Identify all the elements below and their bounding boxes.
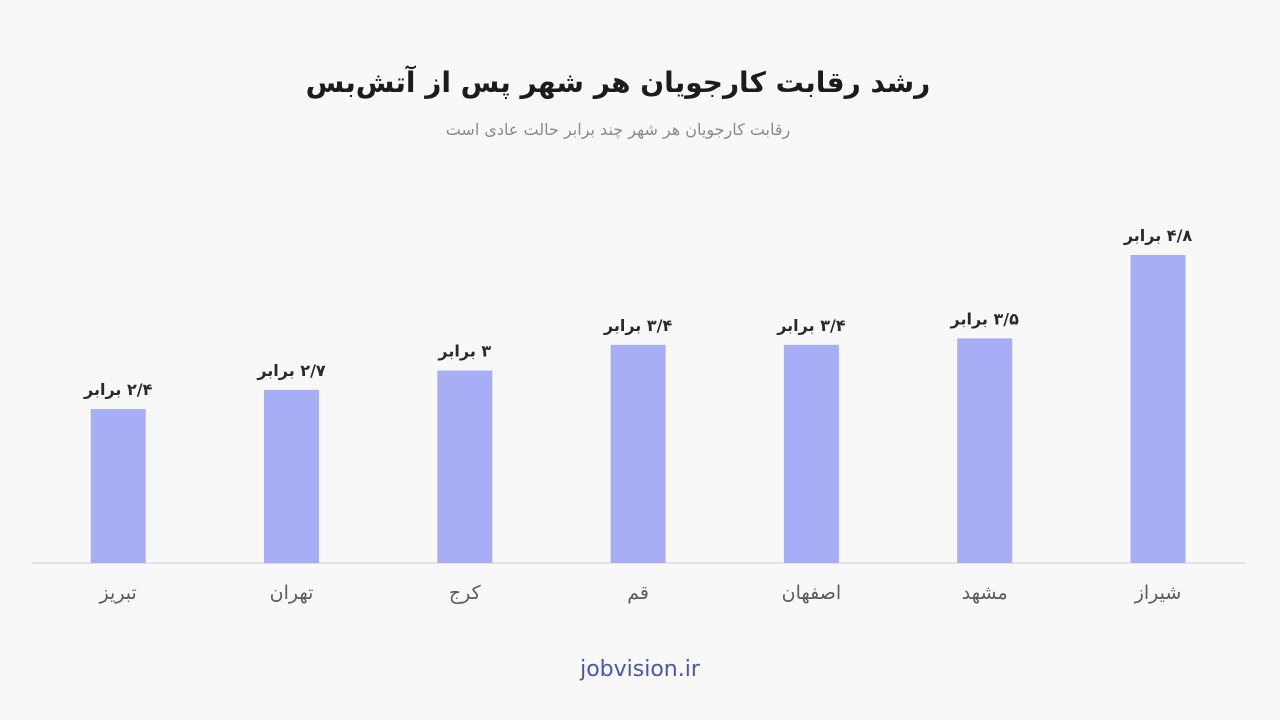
category-label-1: مشهد — [962, 582, 1008, 604]
chart-title: رشد رقابت کارجویان هر شهر پس از آتش‌بس — [305, 66, 931, 99]
value-label-4: ۳ برابر — [437, 342, 491, 361]
value-label-3: ۳/۴ برابر — [603, 316, 673, 335]
bar-2 — [783, 344, 839, 563]
bar-1 — [957, 338, 1013, 563]
value-label-0: ۴/۸ برابر — [1123, 226, 1193, 245]
bar-3 — [610, 344, 666, 563]
bars-group: ۴/۸ برابر شیراز ۳/۵ برابر مشهد ۳/۴ برابر اصفه… — [83, 226, 1192, 604]
category-label-2: اصفهان — [782, 582, 842, 604]
value-label-6: ۲/۴ برابر — [83, 380, 153, 399]
category-label-6: تبریز — [99, 582, 137, 604]
value-label-1: ۳/۵ برابر — [950, 309, 1020, 328]
chart-subtitle: رقابت کارجویان هر شهر چند برابر حالت عاد… — [445, 120, 791, 139]
category-label-4: کرج — [449, 582, 482, 604]
value-label-5: ۲/۷ برابر — [256, 361, 326, 380]
bar-6 — [90, 409, 146, 563]
bar-5 — [264, 389, 319, 564]
value-label-2: ۳/۴ برابر — [776, 316, 846, 335]
source-label: jobvision.ir — [580, 657, 700, 682]
category-label-0: شیراز — [1134, 582, 1182, 604]
category-label-5: تهران — [270, 582, 314, 604]
bar-0 — [1130, 255, 1186, 563]
bar-4 — [437, 370, 493, 563]
category-label-3: قم — [627, 582, 649, 604]
